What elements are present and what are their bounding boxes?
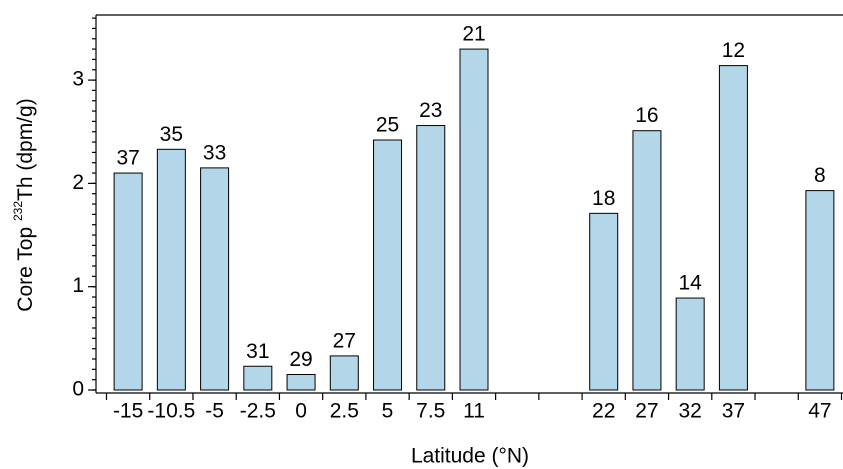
bar <box>243 365 273 391</box>
bar-annotation: 35 <box>160 123 183 146</box>
x-tick-label: 37 <box>722 400 745 423</box>
bar-annotation: 27 <box>333 329 356 352</box>
bar <box>113 172 143 391</box>
y-axis-title-part: Core Top <box>14 221 37 312</box>
y-axis-title-sup: 232 <box>11 201 25 221</box>
x-tick-label: -2.5 <box>240 400 276 423</box>
bar-annotation: 23 <box>419 99 442 122</box>
bar <box>805 190 835 391</box>
bar <box>156 148 186 391</box>
bar-annotation: 12 <box>722 39 745 62</box>
bar <box>632 130 662 391</box>
x-tick-label: 11 <box>463 400 485 423</box>
bar <box>373 139 403 391</box>
x-tick-label: 5 <box>382 400 394 423</box>
bar-annotation: 29 <box>289 348 312 371</box>
bar <box>416 125 446 391</box>
y-axis-title-part: Th (dpm/g) <box>14 98 37 201</box>
y-axis-title: Core Top 232Th (dpm/g) <box>11 98 36 311</box>
bar-annotation: 16 <box>635 104 658 127</box>
x-tick-label: 0 <box>295 400 307 423</box>
x-tick-label: 2.5 <box>330 400 359 423</box>
x-tick-label: -5 <box>205 400 224 423</box>
y-tick-label: 0 <box>72 378 84 401</box>
bar <box>286 374 316 391</box>
bar <box>718 65 748 391</box>
x-tick-label: 27 <box>635 400 658 423</box>
bar-annotation: 33 <box>203 141 226 164</box>
x-tick-label: -10.5 <box>147 400 195 423</box>
y-tick-label: 1 <box>72 274 84 297</box>
y-tick-label: 3 <box>72 68 84 91</box>
bar-annotation: 14 <box>678 272 702 295</box>
bar-annotation: 31 <box>246 340 269 363</box>
x-tick-label: -15 <box>113 400 143 423</box>
x-tick-label: 22 <box>592 400 615 423</box>
x-tick-label: 7.5 <box>416 400 445 423</box>
bar-annotation: 21 <box>462 23 485 46</box>
bar <box>675 297 705 391</box>
bar-annotation: 8 <box>814 164 826 187</box>
x-axis-title: Latitude (°N) <box>411 445 529 468</box>
bar <box>589 212 619 391</box>
bar <box>329 355 359 391</box>
bar-annotation: 18 <box>592 187 615 210</box>
x-tick-label: 47 <box>808 400 831 423</box>
bar <box>459 48 489 391</box>
bar-annotation: 25 <box>376 114 399 137</box>
bar-annotation: 37 <box>116 147 139 170</box>
bar <box>200 167 230 391</box>
x-tick-label: 32 <box>678 400 701 423</box>
y-tick-label: 2 <box>72 171 84 194</box>
